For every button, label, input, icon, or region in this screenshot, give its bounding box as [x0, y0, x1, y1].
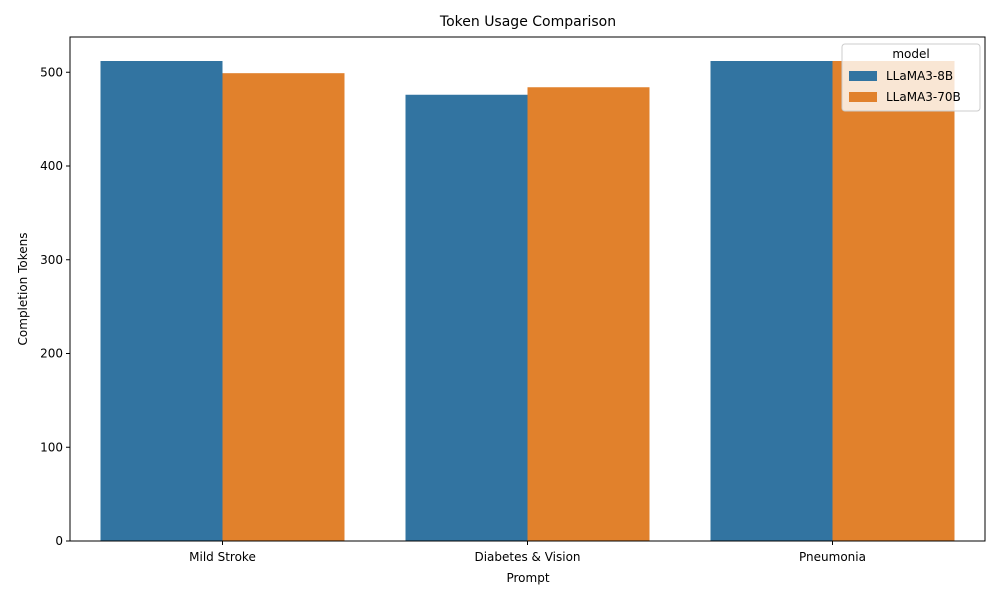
- y-axis: 0 100 200 300 400 500: [40, 65, 70, 548]
- legend-items: LLaMA3-8B LLaMA3-70B: [849, 69, 961, 104]
- y-tick-label: 0: [55, 534, 63, 548]
- legend: model LLaMA3-8B LLaMA3-70B: [841, 43, 981, 112]
- plot-frame: [69, 36, 986, 542]
- legend-label: LLaMA3-70B: [886, 90, 961, 104]
- y-tick-label: 100: [40, 440, 63, 454]
- legend-swatch: [849, 92, 877, 102]
- y-tick-label: 400: [40, 159, 63, 173]
- y-tick-label: 200: [40, 347, 63, 361]
- y-tick-label: 500: [40, 65, 63, 79]
- bar-llama3-70b-2: [832, 61, 955, 541]
- bar-llama3-8b-2: [710, 61, 833, 541]
- x-tick-label: Mild Stroke: [189, 550, 256, 564]
- x-axis: Mild Stroke Diabetes & Vision Pneumonia: [189, 541, 866, 564]
- bar-llama3-8b-1: [405, 94, 528, 541]
- plot-area: [100, 61, 955, 541]
- x-tick-label: Diabetes & Vision: [474, 550, 580, 564]
- chart-title: Token Usage Comparison: [439, 14, 616, 30]
- bar-llama3-70b-0: [222, 73, 345, 541]
- bar-llama3-70b-1: [527, 87, 650, 541]
- legend-title: model: [892, 47, 929, 61]
- x-tick-label: Pneumonia: [799, 550, 866, 564]
- y-tick-label: 300: [40, 253, 63, 267]
- legend-label: LLaMA3-8B: [886, 69, 953, 83]
- bar-llama3-8b-0: [100, 61, 223, 541]
- legend-swatch: [849, 71, 877, 81]
- x-axis-label: Prompt: [506, 571, 549, 585]
- y-axis-label: Completion Tokens: [16, 233, 30, 346]
